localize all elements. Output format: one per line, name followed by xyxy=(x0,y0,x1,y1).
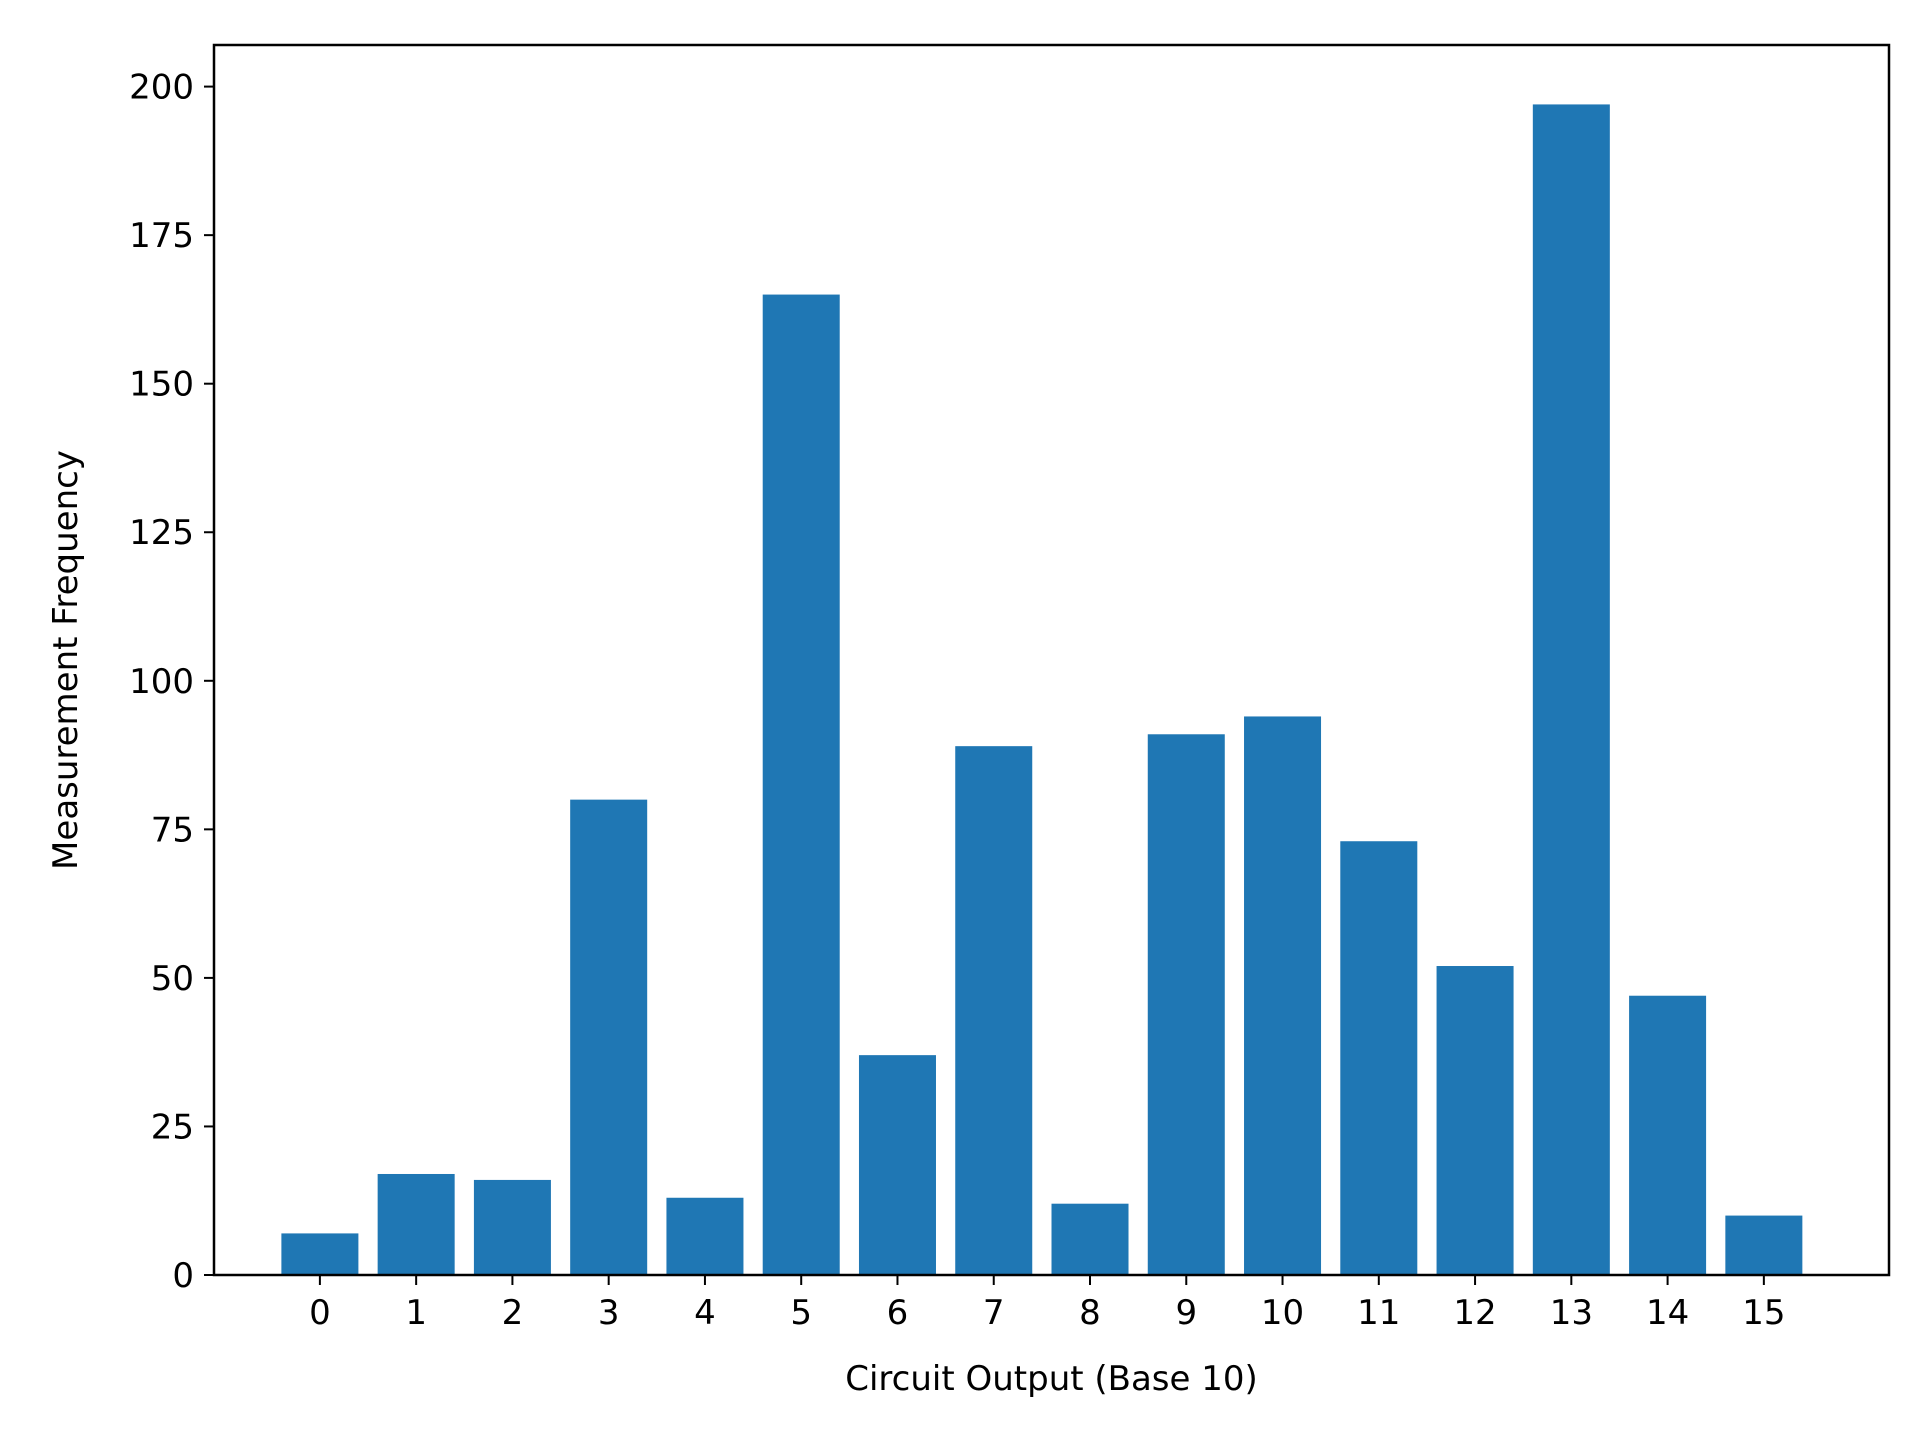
x-tick-label: 7 xyxy=(983,1293,1005,1333)
y-tick-label: 175 xyxy=(129,216,194,256)
y-axis-label: Measurement Frequency xyxy=(46,450,86,870)
bar-5 xyxy=(762,294,840,1276)
y-axis-ticks: 0 25 50 75 100 125 150 175 200 xyxy=(129,68,214,1296)
x-tick-label: 0 xyxy=(309,1293,331,1333)
x-tick-label: 2 xyxy=(502,1293,524,1333)
y-tick-label: 150 xyxy=(129,365,194,405)
x-tick-label: 4 xyxy=(694,1293,716,1333)
x-tick-label: 5 xyxy=(790,1293,812,1333)
x-tick-label: 3 xyxy=(598,1293,620,1333)
bar-11 xyxy=(1340,841,1418,1275)
bar-6 xyxy=(858,1055,936,1275)
bar-2 xyxy=(473,1179,551,1275)
y-tick-label: 100 xyxy=(129,662,194,702)
y-tick-label: 200 xyxy=(129,68,194,108)
bar-9 xyxy=(1147,734,1225,1275)
y-tick-label: 125 xyxy=(129,513,194,553)
bar-15 xyxy=(1725,1215,1803,1275)
bar-10 xyxy=(1244,716,1322,1275)
bar-1 xyxy=(377,1173,455,1275)
x-tick-label: 1 xyxy=(405,1293,427,1333)
y-tick-label: 25 xyxy=(151,1107,194,1147)
bar-4 xyxy=(666,1197,744,1275)
x-axis-label: Circuit Output (Base 10) xyxy=(845,1359,1258,1399)
plot-frame xyxy=(212,43,1891,1277)
y-tick-label: 0 xyxy=(172,1256,194,1296)
bars-group xyxy=(281,104,1803,1276)
x-tick-label: 10 xyxy=(1261,1293,1304,1333)
bar-8 xyxy=(1051,1203,1129,1275)
x-axis-ticks: 0 1 2 3 4 5 6 7 8 9 10 11 12 13 14 15 xyxy=(309,1275,1785,1333)
x-tick-label: 15 xyxy=(1742,1293,1785,1333)
x-tick-label: 8 xyxy=(1079,1293,1101,1333)
bar-0 xyxy=(281,1233,359,1275)
bar-12 xyxy=(1436,966,1514,1275)
bar-13 xyxy=(1532,104,1610,1275)
x-tick-label: 11 xyxy=(1357,1293,1400,1333)
bar-3 xyxy=(570,799,648,1275)
y-tick-label: 50 xyxy=(151,959,194,999)
y-tick-label: 75 xyxy=(151,810,194,850)
x-tick-label: 12 xyxy=(1453,1293,1496,1333)
bar-7 xyxy=(955,746,1033,1275)
x-tick-label: 14 xyxy=(1646,1293,1689,1333)
x-tick-label: 6 xyxy=(887,1293,909,1333)
bar-14 xyxy=(1629,995,1707,1275)
x-tick-label: 13 xyxy=(1550,1293,1593,1333)
x-tick-label: 9 xyxy=(1175,1293,1197,1333)
